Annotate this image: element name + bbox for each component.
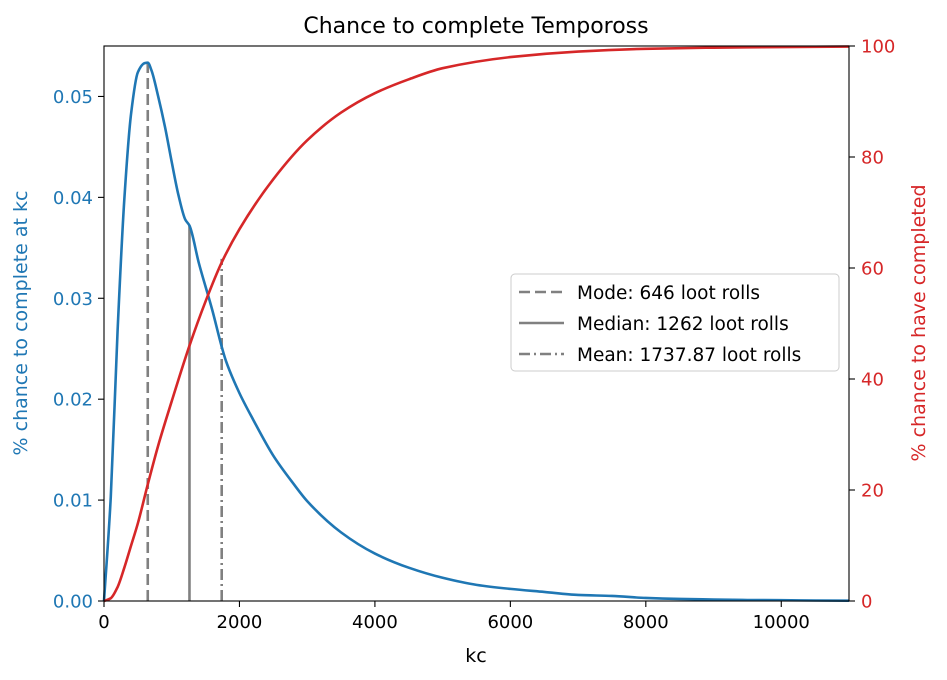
x-tick-label: 2000 [217, 612, 263, 633]
legend-box [510, 273, 840, 372]
x-tick-label: 4000 [352, 612, 398, 633]
y-right-tick-label: 0 [861, 592, 872, 613]
axes-layer: 0 2000 4000 6000 8000 10000 0.00 0.01 0.02 0.03 0.… [53, 37, 895, 634]
series-line-right [103, 45, 850, 603]
legend: Mode: 646 loot rolls Median: 1262 loot ro… [510, 273, 840, 372]
x-tick-label: 0 [98, 612, 109, 633]
legend-label-2: Mean: 1737.87 loot rolls [577, 345, 801, 366]
x-tick-label: 8000 [623, 612, 669, 633]
plot-layer [102, 45, 850, 603]
y-right-tick-label: 80 [861, 148, 884, 169]
x-tick-label: 10000 [753, 612, 810, 633]
legend-label-0: Mode: 646 loot rolls [577, 283, 760, 304]
y-left-tick-label: 0.05 [53, 87, 93, 108]
x-axis-title: kc [465, 645, 486, 667]
y-left-tick-label: 0.02 [53, 390, 93, 411]
y-right-tick-label: 40 [861, 370, 884, 391]
series-line-left [102, 61, 850, 602]
y-left-tick-label: 0.04 [53, 188, 93, 209]
y-left-tick-label: 0.00 [53, 592, 93, 613]
y-right-axis-title: % chance to have completed [908, 184, 930, 461]
y-left-tick-label: 0.01 [53, 491, 93, 512]
y-left-axis-title: % chance to complete at kc [10, 191, 32, 456]
y-right-tick-label: 20 [861, 481, 884, 502]
chart-title: Chance to complete Tempoross [303, 14, 648, 39]
legend-label-1: Median: 1262 loot rolls [577, 314, 789, 335]
y-right-tick-label: 60 [861, 259, 884, 280]
x-tick-label: 6000 [487, 612, 533, 633]
y-left-tick-label: 0.03 [53, 289, 93, 310]
y-right-tick-label: 100 [861, 37, 895, 58]
plot-frame [103, 45, 850, 602]
